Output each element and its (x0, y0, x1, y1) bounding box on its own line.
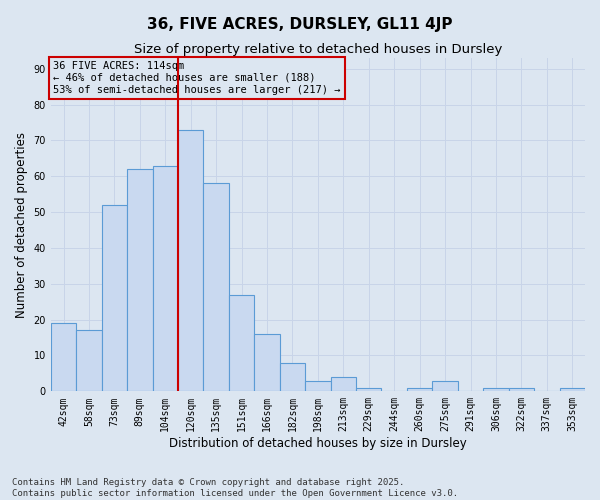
Bar (483, 388, 509, 392)
Bar (509, 388, 534, 392)
Bar (433, 380, 458, 392)
Title: Size of property relative to detached houses in Dursley: Size of property relative to detached ho… (134, 42, 502, 56)
Bar (51, 323, 76, 392)
Text: 36 FIVE ACRES: 114sqm
← 46% of detached houses are smaller (188)
53% of semi-det: 36 FIVE ACRES: 114sqm ← 46% of detached … (53, 62, 341, 94)
Bar (331, 377, 356, 392)
Bar (356, 388, 382, 392)
Text: Contains HM Land Registry data © Crown copyright and database right 2025.
Contai: Contains HM Land Registry data © Crown c… (12, 478, 458, 498)
Bar (407, 388, 433, 392)
Bar (560, 388, 585, 392)
Text: 36, FIVE ACRES, DURSLEY, GL11 4JP: 36, FIVE ACRES, DURSLEY, GL11 4JP (147, 18, 453, 32)
Bar (254, 334, 280, 392)
Y-axis label: Number of detached properties: Number of detached properties (15, 132, 28, 318)
Bar (280, 362, 305, 392)
Bar (76, 330, 101, 392)
Bar (203, 184, 229, 392)
Bar (101, 205, 127, 392)
X-axis label: Distribution of detached houses by size in Dursley: Distribution of detached houses by size … (169, 437, 467, 450)
Bar (305, 380, 331, 392)
Bar (178, 130, 203, 392)
Bar (229, 294, 254, 392)
Bar (127, 169, 152, 392)
Bar (152, 166, 178, 392)
